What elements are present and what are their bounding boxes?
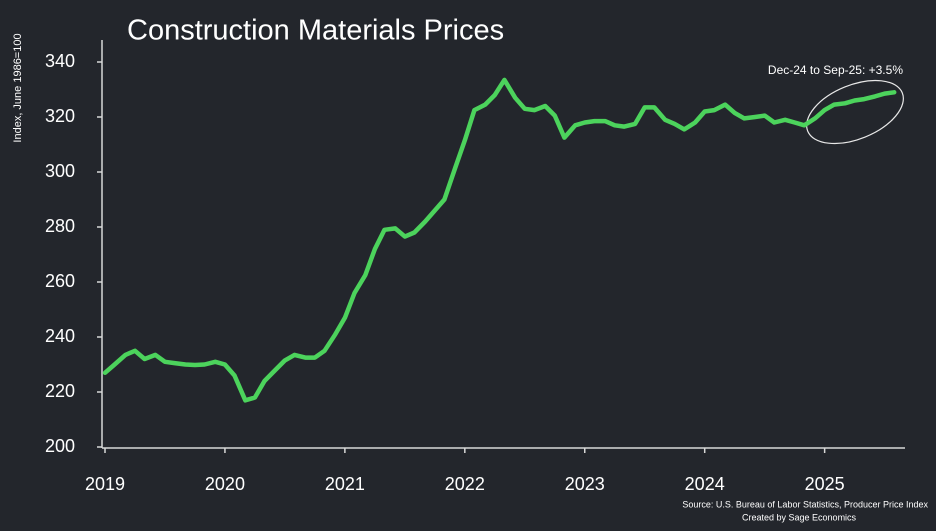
- x-tick-label: 2023: [565, 474, 605, 494]
- price-line: [102, 77, 897, 403]
- y-tick-label: 200: [45, 436, 75, 456]
- y-axis-label: Index, June 1986=100: [12, 33, 24, 142]
- y-tick-label: 300: [45, 161, 75, 181]
- y-tick-label: 220: [45, 381, 75, 401]
- x-tick-label: 2021: [325, 474, 365, 494]
- x-tick-label: 2022: [445, 474, 485, 494]
- y-tick-label: 280: [45, 216, 75, 236]
- x-tick-label: 2020: [205, 474, 245, 494]
- x-tick-label: 2019: [85, 474, 125, 494]
- x-tick-label: 2024: [685, 474, 725, 494]
- y-tick-label: 240: [45, 326, 75, 346]
- highlight-ellipse: [806, 79, 904, 145]
- source-note: Source: U.S. Bureau of Labor Statistics,…: [682, 499, 928, 509]
- y-tick-label: 260: [45, 271, 75, 291]
- x-tick-label: 2025: [805, 474, 845, 494]
- y-tick-label: 340: [45, 51, 75, 71]
- annotation: Dec-24 to Sep-25: +3.5%: [768, 63, 903, 77]
- credit-note: Created by Sage Economics: [742, 512, 857, 522]
- chart-title: Construction Materials Prices: [127, 15, 504, 47]
- y-tick-label: 320: [45, 106, 75, 126]
